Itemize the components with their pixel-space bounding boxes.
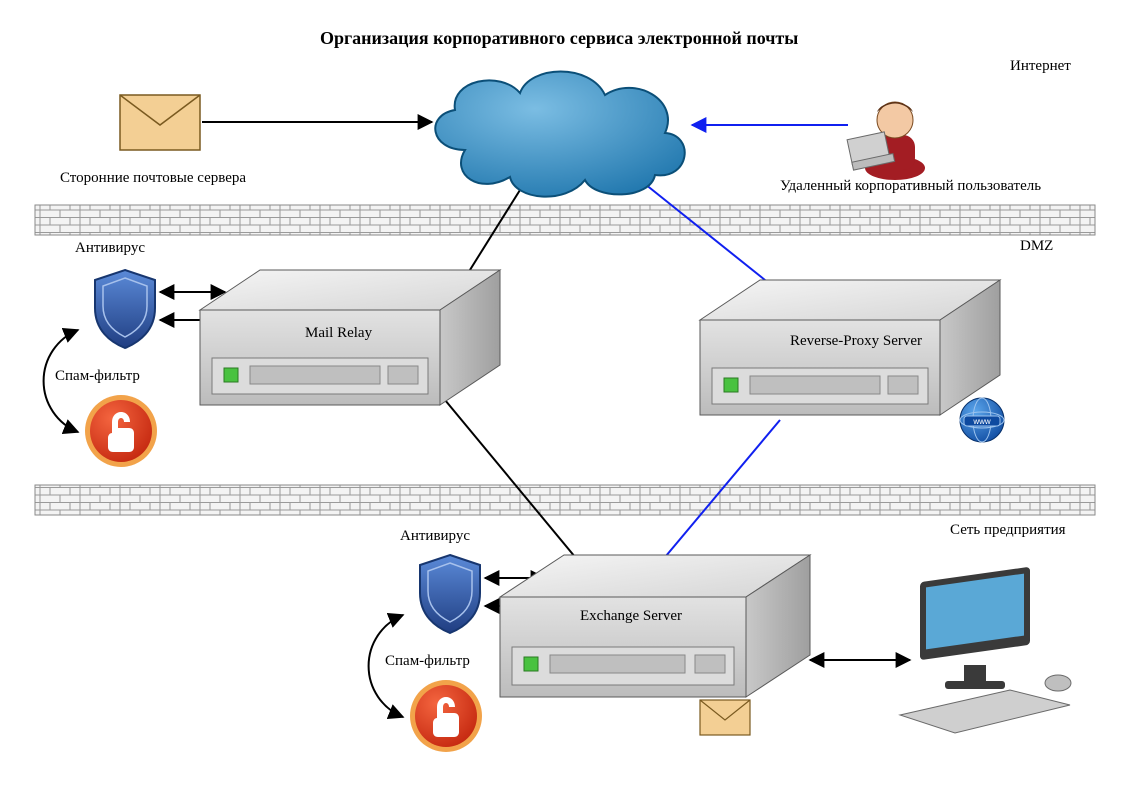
label-reverse-proxy: Reverse-Proxy Server bbox=[790, 333, 922, 350]
cloud-icon bbox=[435, 72, 684, 197]
label-antivirus2: Антивирус bbox=[400, 528, 470, 545]
label-mail-relay: Mail Relay bbox=[305, 325, 372, 342]
firewall-top bbox=[35, 205, 1095, 235]
stop-icon bbox=[85, 395, 157, 467]
label-remote-user: Удаленный корпоративный пользователь bbox=[780, 178, 1041, 195]
label-spamfilter2: Спам-фильтр bbox=[385, 653, 470, 670]
workstation-icon bbox=[900, 567, 1071, 733]
label-internet: Интернет bbox=[1010, 58, 1071, 75]
label-external-servers: Сторонние почтовые сервера bbox=[60, 170, 246, 187]
globe-icon: www bbox=[960, 398, 1004, 442]
shield-icon bbox=[420, 555, 480, 633]
label-spamfilter1: Спам-фильтр bbox=[55, 368, 140, 385]
server-exchange bbox=[500, 555, 810, 697]
label-antivirus1: Антивирус bbox=[75, 240, 145, 257]
firewall-bottom bbox=[35, 485, 1095, 515]
stop-icon bbox=[410, 680, 482, 752]
envelope-icon bbox=[700, 700, 750, 735]
page-title: Организация корпоративного сервиса элект… bbox=[320, 28, 798, 49]
envelope-icon bbox=[120, 95, 200, 150]
label-enterprise-net: Сеть предприятия bbox=[950, 522, 1066, 539]
shield-icon bbox=[95, 270, 155, 348]
remote-user-icon bbox=[847, 102, 925, 180]
label-exchange: Exchange Server bbox=[580, 608, 682, 625]
label-dmz: DMZ bbox=[1020, 238, 1053, 255]
www-text: www bbox=[972, 417, 991, 426]
